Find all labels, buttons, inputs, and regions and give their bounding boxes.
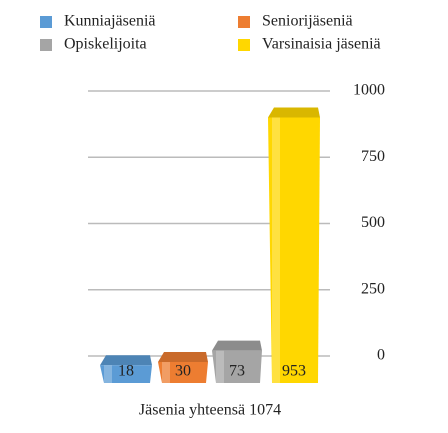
bar-shine (216, 350, 224, 383)
bar-shine (272, 117, 280, 383)
y-tick-label: 1000 (353, 82, 385, 99)
legend-label: Opiskelijoita (64, 36, 147, 53)
chart-caption: Jäsenia yhteensä 1074 (139, 402, 281, 419)
legend-label: Varsinaisia jäseniä (262, 36, 381, 53)
bar-top (268, 107, 320, 118)
bar-top (158, 352, 208, 363)
bar-top (100, 355, 152, 366)
y-tick-label: 500 (361, 214, 385, 231)
bar (100, 365, 152, 383)
legend-swatch (40, 16, 52, 28)
bar-shine (104, 365, 112, 383)
data-label: 30 (175, 363, 191, 380)
legend-swatch (238, 16, 250, 28)
legend-swatch (238, 39, 250, 51)
y-tick-label: 750 (361, 148, 385, 165)
y-tick-label: 250 (361, 280, 385, 297)
bar (158, 362, 208, 383)
legend-label: Seniorijäseniä (262, 13, 353, 30)
data-label: 73 (229, 363, 245, 380)
bar (268, 117, 320, 383)
legend-label: Kunniajäseniä (64, 13, 156, 30)
y-tick-label: 0 (377, 347, 385, 364)
data-label: 953 (282, 363, 306, 380)
data-label: 18 (118, 363, 134, 380)
bar-shine (162, 362, 170, 383)
legend-swatch (40, 39, 52, 51)
bar-top (212, 340, 262, 351)
bar (212, 350, 262, 383)
